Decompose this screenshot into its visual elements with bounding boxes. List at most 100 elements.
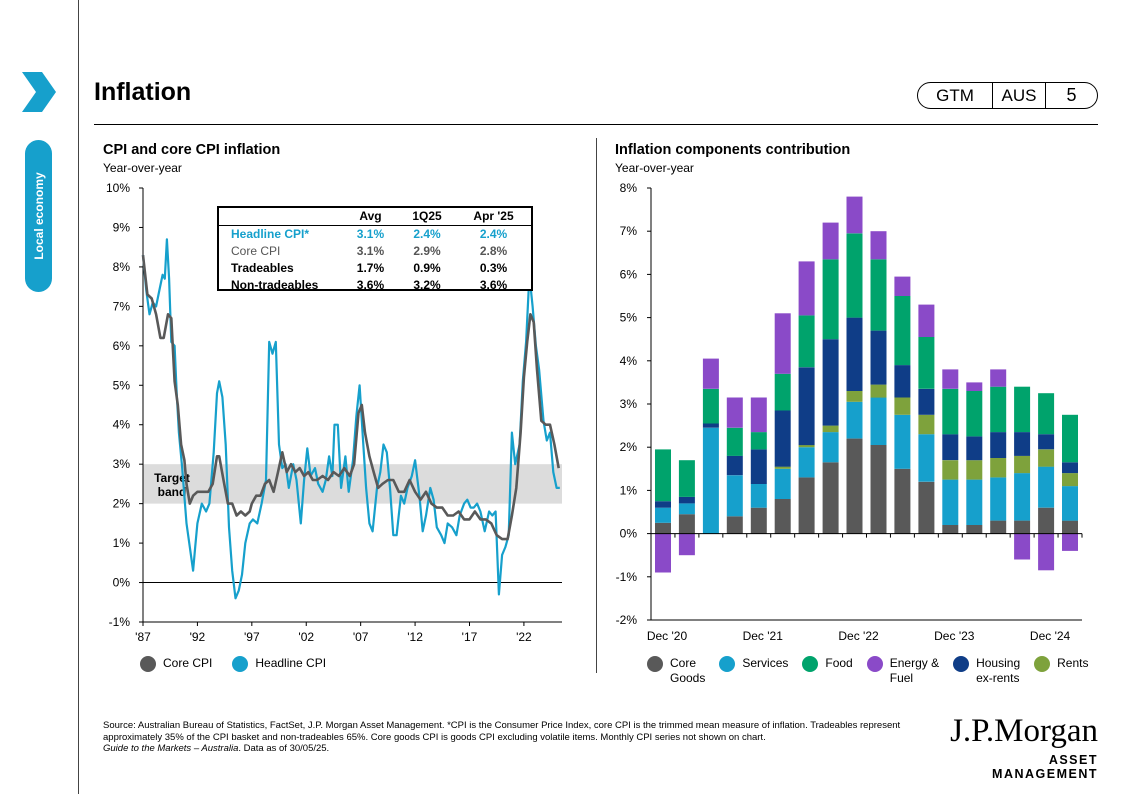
logo-subtitle: ASSET MANAGEMENT <box>992 753 1098 781</box>
bar-segment-housing-ex-rents <box>774 410 791 467</box>
stats-row-label: Headline CPI* <box>231 227 310 241</box>
y-tick-label: 10% <box>106 181 130 195</box>
legend-swatch <box>866 656 883 672</box>
bar-segment-energy-fuel <box>1062 533 1078 551</box>
badge-gtm: GTM <box>918 83 993 108</box>
bar-segment-energy-fuel <box>655 533 671 573</box>
bar-segment-services <box>918 434 935 482</box>
legend-swatch <box>647 656 663 672</box>
stats-cell-q: 2.9% <box>413 244 441 258</box>
bar-segment-energy-fuel <box>822 222 839 260</box>
footer-asof: . Data as of 30/05/25. <box>238 743 330 754</box>
bar-segment-energy-fuel <box>726 397 743 428</box>
bar-segment-housing-ex-rents <box>1062 462 1078 474</box>
bar-segment-core-goods <box>894 468 911 534</box>
legend-item-food: Food <box>802 656 853 686</box>
badge-page-number: 5 <box>1066 85 1077 105</box>
legend-label: Headline CPI <box>255 656 327 670</box>
y-tick-label: 3% <box>113 457 131 471</box>
bar-segment-food <box>774 373 791 411</box>
y-tick-label: 1% <box>620 483 638 497</box>
bar-segment-energy-fuel <box>846 196 863 234</box>
x-tick-label: '87 <box>135 630 151 644</box>
series-line-headline-cpi <box>141 238 560 600</box>
bar-segment-housing-ex-rents <box>798 367 815 446</box>
y-tick-label: 8% <box>113 260 131 274</box>
legend-swatch <box>232 656 249 672</box>
bar-segment-rents <box>846 391 863 402</box>
bar-segment-housing-ex-rents <box>1038 434 1055 450</box>
bar-segment-housing-ex-rents <box>846 317 863 391</box>
x-tick-label: Dec '24 <box>1030 629 1071 643</box>
bar-segment-energy-fuel <box>1038 533 1055 571</box>
bar-segment-services <box>942 479 959 525</box>
y-tick-label: 0% <box>620 527 638 541</box>
bar-segment-services <box>894 414 911 469</box>
bar-segment-services <box>870 397 887 445</box>
bar-segment-food <box>942 388 959 435</box>
bar-segment-food <box>966 391 983 437</box>
legend-label: Services <box>742 656 789 670</box>
bar-segment-services <box>822 432 839 463</box>
bar-segment-energy-fuel <box>678 533 695 556</box>
bar-segment-rents <box>798 445 815 448</box>
bar-segment-housing-ex-rents <box>702 423 719 428</box>
stats-cell-apr: 0.3% <box>479 261 508 275</box>
bar-segment-services <box>966 479 983 525</box>
y-tick-label: 6% <box>113 339 131 353</box>
bar-segment-core-goods <box>774 499 791 534</box>
footer-source: Source: Australian Bureau of Statistics,… <box>103 720 918 755</box>
stats-row-label: Core CPI <box>231 244 281 258</box>
x-tick-label: '02 <box>298 630 314 644</box>
bar-segment-food <box>846 233 863 318</box>
header-rule <box>94 124 1098 125</box>
bar-segment-core-goods <box>750 507 767 534</box>
bar-segment-housing-ex-rents <box>990 432 1007 458</box>
left-legend: Core CPI Headline CPI <box>140 656 346 672</box>
bar-segment-rents <box>990 458 1007 478</box>
stats-cell-avg: 3.1% <box>356 244 385 258</box>
bar-segment-food <box>918 337 935 389</box>
x-tick-label: '07 <box>353 630 369 644</box>
bar-segment-energy-fuel <box>798 261 815 316</box>
bar-segment-rents <box>774 466 791 469</box>
bar-segment-services <box>774 468 791 499</box>
stats-table: Avg 1Q25 Apr '25 Headline CPI* 3.1% 2.4%… <box>217 206 533 294</box>
bar-segment-rents <box>870 384 887 398</box>
stats-cell-apr: 3.6% <box>479 278 508 292</box>
x-tick-label: Dec '22 <box>838 629 879 643</box>
x-tick-label: '92 <box>190 630 206 644</box>
column-divider <box>596 138 597 673</box>
band-label: Target <box>154 471 190 485</box>
legend-label: Core Goods <box>670 656 706 685</box>
stats-cell-avg: 3.1% <box>356 227 385 241</box>
chevron-right-icon <box>22 72 56 112</box>
stats-cell-q: 3.2% <box>413 278 441 292</box>
bar-segment-rents <box>918 414 935 435</box>
stats-row-headline: Headline CPI* 3.1% 2.4% 2.4% <box>219 226 531 244</box>
bar-segment-core-goods <box>726 516 743 534</box>
bar-segment-rents <box>894 397 911 415</box>
bar-segment-housing-ex-rents <box>655 501 671 508</box>
legend-swatch <box>1034 656 1051 672</box>
bar-segment-services <box>655 507 671 523</box>
bar-segment-energy-fuel <box>870 231 887 260</box>
bar-segment-food <box>655 449 671 502</box>
bar-segment-food <box>894 296 911 366</box>
bar-segment-energy-fuel <box>750 397 767 433</box>
badge-region: AUS <box>993 83 1046 108</box>
stats-row-label: Non-tradeables <box>231 278 319 292</box>
bar-segment-food <box>1038 393 1055 435</box>
stats-row-nontradeables: Non-tradeables 3.6% 3.2% 3.6% <box>219 277 531 294</box>
bar-segment-services <box>1014 473 1031 521</box>
bar-segment-services <box>846 401 863 439</box>
right-chart-title: Inflation components contribution <box>615 142 851 158</box>
y-tick-label: -1% <box>109 615 131 629</box>
bar-segment-rents <box>1038 449 1055 467</box>
bar-segment-services <box>990 477 1007 521</box>
legend-label: Housing ex-rents <box>976 656 1021 685</box>
y-tick-label: 2% <box>620 440 638 454</box>
bar-segment-food <box>678 460 695 497</box>
left-rule <box>78 0 79 794</box>
